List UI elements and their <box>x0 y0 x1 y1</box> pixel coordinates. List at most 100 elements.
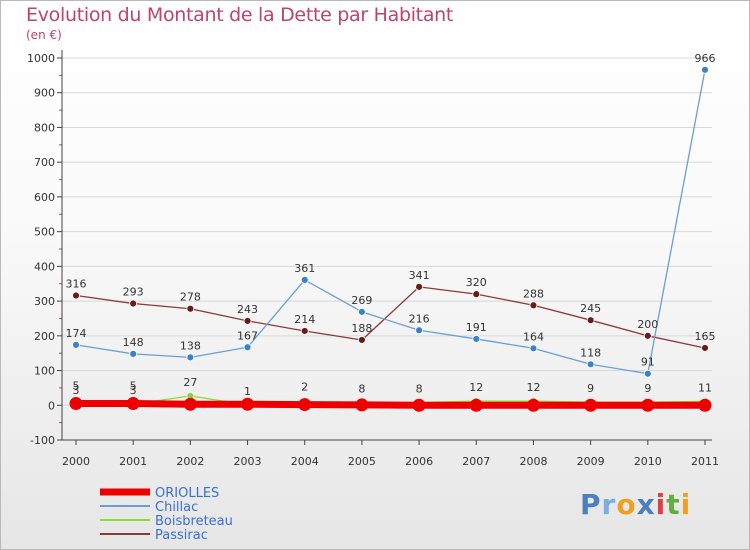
y-tick-label: -100 <box>30 434 55 447</box>
x-tick-label: 2003 <box>234 455 262 468</box>
x-tick-label: 2004 <box>291 455 319 468</box>
data-point-chillac <box>701 65 709 74</box>
data-label-passirac: 316 <box>66 278 87 291</box>
data-label-oriolles: 2 <box>301 381 308 394</box>
data-point-passirac <box>358 336 366 344</box>
x-tick-label: 2001 <box>119 455 147 468</box>
proxiti-logo: Proxiti <box>580 488 691 521</box>
x-tick-label: 2011 <box>691 455 719 468</box>
data-label-boisbreteau: 8 <box>358 382 365 395</box>
x-tick-label: 2010 <box>634 455 662 468</box>
data-label-passirac: 214 <box>294 313 315 326</box>
data-point-chillac <box>243 343 252 352</box>
data-point-chillac <box>129 349 138 358</box>
data-label-passirac: 278 <box>180 291 201 304</box>
data-point-oriolles <box>526 398 540 412</box>
data-label-boisbreteau: 9 <box>644 382 651 395</box>
legend-label-passirac: Passirac <box>155 528 208 543</box>
data-point-chillac <box>300 276 309 284</box>
data-label-chillac: 91 <box>641 356 655 369</box>
data-point-passirac <box>529 301 538 310</box>
data-label-passirac: 165 <box>695 330 716 343</box>
data-point-passirac <box>586 316 595 325</box>
data-label-chillac: 269 <box>351 294 372 307</box>
logo-letter: o <box>616 488 637 521</box>
y-tick-label: 300 <box>34 295 55 308</box>
x-tick-label: 2006 <box>405 455 433 468</box>
data-label-passirac: 293 <box>123 286 144 299</box>
data-label-chillac: 966 <box>695 52 716 65</box>
data-point-passirac <box>72 291 80 300</box>
data-point-chillac <box>358 307 366 316</box>
data-label-passirac: 288 <box>523 287 544 300</box>
series-line-chillac <box>75 69 706 375</box>
series-line-passirac <box>75 286 706 349</box>
data-point-passirac <box>701 344 709 352</box>
y-tick-label: 100 <box>34 365 55 378</box>
y-tick-label: 600 <box>34 191 55 204</box>
series-line-oriolles <box>76 400 705 409</box>
logo-letter: t <box>666 488 681 521</box>
data-point-chillac <box>472 335 481 343</box>
data-point-passirac <box>300 327 309 335</box>
data-point-oriolles <box>298 398 312 412</box>
data-point-oriolles <box>355 398 369 412</box>
data-point-chillac <box>529 344 538 353</box>
x-tick-label: 2005 <box>348 455 376 468</box>
data-label-chillac: 191 <box>466 321 487 334</box>
data-label-boisbreteau: 12 <box>526 381 540 394</box>
logo-letter: i <box>680 488 692 521</box>
data-point-chillac <box>72 340 80 349</box>
logo-letter: x <box>636 488 656 521</box>
data-label-oriolles: 5 <box>130 380 137 393</box>
data-point-oriolles <box>412 398 426 412</box>
data-label-boisbreteau: 3 <box>73 384 80 397</box>
data-label-passirac: 245 <box>580 302 601 315</box>
data-point-oriolles <box>698 398 712 412</box>
y-tick-label: 400 <box>34 260 55 273</box>
data-point-passirac <box>643 331 652 340</box>
logo-letter: i <box>655 488 667 521</box>
data-label-boisbreteau: 12 <box>469 381 483 394</box>
data-label-chillac: 118 <box>580 346 601 359</box>
y-tick-label: 500 <box>34 226 55 239</box>
data-label-chillac: 174 <box>66 327 87 340</box>
x-tick-label: 2008 <box>519 455 547 468</box>
y-tick-label: 1000 <box>27 52 55 65</box>
x-tick-label: 2009 <box>577 455 605 468</box>
data-label-boisbreteau: 8 <box>416 382 423 395</box>
logo-letter: P <box>580 488 602 521</box>
data-point-passirac <box>186 304 195 313</box>
data-label-boisbreteau: 9 <box>587 382 594 395</box>
data-label-chillac: 167 <box>237 329 258 342</box>
data-point-oriolles <box>69 397 83 411</box>
x-tick-label: 2000 <box>62 455 90 468</box>
chart-subtitle: (en €) <box>26 28 62 42</box>
data-label-passirac: 200 <box>637 318 658 331</box>
data-label-passirac: 341 <box>409 269 430 282</box>
data-label-chillac: 164 <box>523 330 544 343</box>
legend-label-chillac: Chillac <box>155 500 198 515</box>
data-point-passirac <box>472 290 481 299</box>
x-tick-label: 2007 <box>462 455 490 468</box>
y-tick-label: 0 <box>48 399 55 412</box>
data-point-oriolles <box>126 397 140 411</box>
data-point-oriolles <box>641 398 655 412</box>
data-label-chillac: 148 <box>123 336 144 349</box>
data-point-chillac <box>643 369 652 378</box>
data-label-chillac: 216 <box>409 312 430 325</box>
data-point-chillac <box>186 353 195 362</box>
data-point-oriolles <box>469 398 483 412</box>
logo-letter: r <box>601 488 617 521</box>
data-label-chillac: 361 <box>294 262 315 275</box>
data-label-chillac: 138 <box>180 339 201 352</box>
chart-title: Evolution du Montant de la Dette par Hab… <box>26 4 454 26</box>
data-point-oriolles <box>241 397 255 411</box>
data-point-passirac <box>129 299 138 308</box>
data-point-oriolles <box>183 397 197 411</box>
legend-label-boisbreteau: Boisbreteau <box>155 514 233 529</box>
data-point-passirac <box>415 282 423 291</box>
x-tick-label: 2002 <box>176 455 204 468</box>
data-point-chillac <box>415 326 423 335</box>
